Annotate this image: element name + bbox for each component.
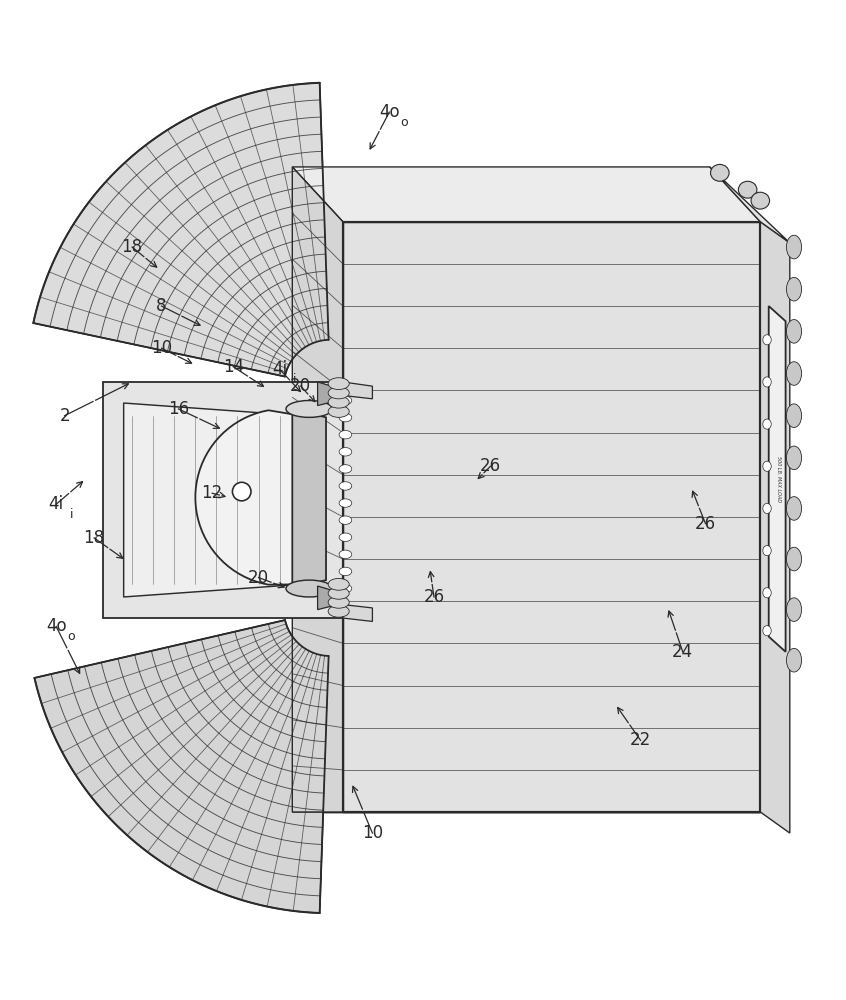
Text: 10: 10 — [362, 824, 383, 842]
Polygon shape — [293, 409, 326, 589]
Ellipse shape — [339, 448, 352, 456]
Polygon shape — [124, 403, 300, 597]
Text: 18: 18 — [122, 238, 143, 256]
Ellipse shape — [328, 387, 349, 399]
Ellipse shape — [763, 546, 772, 556]
Ellipse shape — [339, 516, 352, 524]
Polygon shape — [102, 382, 343, 618]
Ellipse shape — [328, 605, 349, 617]
Ellipse shape — [233, 482, 251, 501]
Polygon shape — [293, 167, 761, 222]
Text: 16: 16 — [168, 400, 189, 418]
Text: 24: 24 — [673, 643, 693, 661]
Text: 26: 26 — [480, 457, 501, 475]
Ellipse shape — [328, 396, 349, 408]
Ellipse shape — [763, 335, 772, 345]
Ellipse shape — [328, 406, 349, 417]
Ellipse shape — [787, 235, 802, 259]
Ellipse shape — [286, 400, 332, 417]
Ellipse shape — [328, 587, 349, 599]
Text: 500 LB. MAX LOAD: 500 LB. MAX LOAD — [777, 456, 782, 502]
Ellipse shape — [286, 580, 332, 597]
Text: 20: 20 — [290, 377, 311, 395]
Text: i: i — [69, 508, 73, 521]
Text: 12: 12 — [201, 484, 222, 502]
Polygon shape — [761, 222, 790, 833]
Polygon shape — [769, 306, 786, 652]
Ellipse shape — [339, 499, 352, 507]
Polygon shape — [35, 620, 328, 913]
Polygon shape — [317, 586, 334, 610]
Polygon shape — [195, 410, 300, 585]
Text: 4i: 4i — [272, 360, 287, 378]
Text: 8: 8 — [157, 297, 167, 315]
Polygon shape — [710, 167, 790, 243]
Polygon shape — [343, 222, 761, 812]
Text: 4o: 4o — [46, 617, 67, 635]
Ellipse shape — [787, 277, 802, 301]
Ellipse shape — [339, 533, 352, 541]
Text: i: i — [293, 373, 297, 386]
Ellipse shape — [328, 378, 349, 390]
Ellipse shape — [328, 578, 349, 590]
Text: 22: 22 — [630, 731, 651, 749]
Ellipse shape — [328, 596, 349, 608]
Polygon shape — [343, 605, 372, 621]
Ellipse shape — [787, 598, 802, 621]
Ellipse shape — [751, 192, 770, 209]
Text: 26: 26 — [423, 588, 444, 606]
Ellipse shape — [339, 567, 352, 576]
Ellipse shape — [339, 430, 352, 439]
Ellipse shape — [763, 419, 772, 429]
Ellipse shape — [339, 396, 352, 405]
Ellipse shape — [339, 465, 352, 473]
Text: 2: 2 — [59, 407, 70, 425]
Ellipse shape — [787, 497, 802, 520]
Ellipse shape — [787, 446, 802, 470]
Ellipse shape — [739, 181, 757, 198]
Ellipse shape — [787, 547, 802, 571]
Text: 20: 20 — [248, 569, 269, 587]
Text: 14: 14 — [222, 358, 244, 376]
Ellipse shape — [711, 164, 729, 181]
Ellipse shape — [763, 377, 772, 387]
Polygon shape — [33, 83, 328, 377]
Text: o: o — [401, 116, 409, 129]
Polygon shape — [343, 382, 372, 399]
Ellipse shape — [339, 550, 352, 559]
Ellipse shape — [763, 588, 772, 598]
Ellipse shape — [763, 626, 772, 636]
Ellipse shape — [787, 362, 802, 385]
Text: 26: 26 — [695, 515, 716, 533]
Text: o: o — [68, 630, 75, 643]
Text: 4i: 4i — [48, 495, 63, 513]
Ellipse shape — [339, 584, 352, 593]
Ellipse shape — [339, 413, 352, 422]
Ellipse shape — [763, 461, 772, 471]
Text: 10: 10 — [151, 339, 173, 357]
Ellipse shape — [787, 404, 802, 427]
Ellipse shape — [763, 503, 772, 513]
Polygon shape — [317, 382, 334, 406]
Ellipse shape — [787, 648, 802, 672]
Text: 18: 18 — [84, 529, 105, 547]
Ellipse shape — [339, 482, 352, 490]
Polygon shape — [293, 167, 343, 812]
Text: 4o: 4o — [379, 103, 399, 121]
Ellipse shape — [787, 320, 802, 343]
